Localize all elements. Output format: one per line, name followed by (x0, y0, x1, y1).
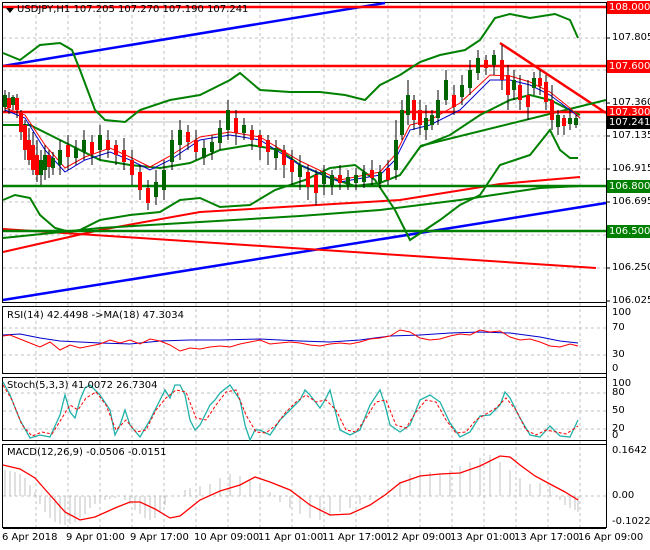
price-tick: 107.360 (612, 97, 650, 108)
price-tick: 106.695 (612, 196, 650, 207)
candles (3, 45, 578, 210)
time-tick: 11 Apr 17:00 (322, 532, 388, 543)
symbol-header: USDJPY,H1 107.205 107.270 107.190 107.24… (17, 4, 249, 15)
stoch-tick: 100 (612, 378, 632, 389)
level-tag-108000: 108.000 (607, 1, 650, 14)
rsi-label: RSI(14) 42.4498 ->MA(18) 47.3034 (7, 310, 184, 321)
stoch-tick: 80 (612, 387, 625, 398)
rsi-line (2, 329, 579, 352)
time-tick: 13 Apr 01:00 (450, 532, 516, 543)
bollinger-upper (2, 12, 579, 124)
time-tick: 9 Apr 01:00 (66, 532, 125, 543)
rising-support-line (419, 99, 607, 147)
level-tag-107300: 107.300 (607, 106, 650, 119)
rsi-tick: 70 (612, 322, 625, 333)
macd-tick: -0.1022 (612, 516, 650, 527)
rsi-tick: 30 (612, 349, 625, 360)
collapse-triangle-icon (6, 8, 14, 13)
price-tick: 107.805 (612, 32, 650, 43)
macd-histogram (4, 455, 579, 525)
long-ma-red-falling (2, 228, 597, 269)
macd-label: MACD(12,26,9) -0.0506 -0.0151 (7, 447, 167, 458)
level-tag-107600: 107.600 (607, 60, 650, 73)
rsi-tick: 0 (612, 363, 619, 374)
time-tick: 9 Apr 17:00 (130, 532, 189, 543)
price-tick: 107.135 (612, 130, 650, 141)
rsi-tick: 100 (612, 307, 632, 318)
last-price-tag: 107.241 (607, 116, 650, 129)
time-tick: 6 Apr 2018 (2, 532, 58, 543)
time-tick: 12 Apr 09:00 (386, 532, 452, 543)
stoch-signal-line (2, 384, 579, 437)
level-tag-106500: 106.500 (607, 225, 650, 238)
price-tick: 106.025 (612, 295, 650, 306)
stoch-main-line (2, 381, 579, 442)
rsi-ma-line (2, 331, 579, 345)
upper-trendline (2, 1, 386, 68)
macd-tick: 0.00 (612, 490, 635, 501)
time-tick: 13 Apr 17:00 (514, 532, 580, 543)
price-tick: 106.915 (612, 163, 650, 174)
falling-resistance-line (499, 41, 607, 115)
long-ma-green (2, 185, 581, 239)
bollinger-lower (2, 128, 578, 242)
grid (3, 3, 606, 527)
time-tick: 10 Apr 09:00 (194, 532, 260, 543)
macd-tick: 0.1642 (612, 445, 647, 456)
stoch-tick: 0 (612, 430, 619, 441)
stoch-tick: 20 (612, 423, 625, 434)
level-tag-106800: 106.800 (607, 180, 650, 193)
time-tick: 16 Apr 09:00 (578, 532, 644, 543)
time-tick: 11 Apr 01:00 (258, 532, 324, 543)
price-tick: 106.250 (612, 262, 650, 273)
lower-trendline (2, 201, 607, 302)
macd-signal-line (2, 455, 579, 521)
stoch-label: Stoch(5,3,3) 41.0072 26.7304 (7, 380, 158, 391)
stoch-tick: 50 (612, 405, 625, 416)
